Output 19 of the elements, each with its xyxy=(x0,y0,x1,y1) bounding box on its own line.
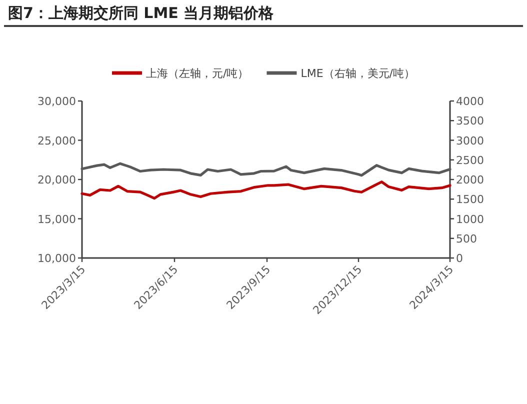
y2-tick-label: 1000 xyxy=(456,212,484,226)
y2-tick-label: 3500 xyxy=(456,114,484,128)
y2-tick-label: 2000 xyxy=(456,174,484,186)
legend-label: 上海（左轴，元/吨） xyxy=(146,67,249,80)
y2-tick-label: 4000 xyxy=(456,95,484,108)
y-tick-label: 10,000 xyxy=(38,252,76,265)
y2-tick-label: 1500 xyxy=(456,193,484,206)
y2-tick-label: 2500 xyxy=(456,154,484,167)
y2-tick-label: 500 xyxy=(456,232,477,246)
y2-tick-label: 3000 xyxy=(456,134,484,148)
chart-title: 图7：上海期交所同 LME 当月期铝价格 xyxy=(8,4,275,22)
y-tick-label: 20,000 xyxy=(38,174,76,186)
y-tick-label: 15,000 xyxy=(38,212,76,226)
y-tick-label: 30,000 xyxy=(38,95,76,108)
line-series xyxy=(80,180,452,200)
legend-label: LME（右轴，美元/吨） xyxy=(300,67,415,80)
y-tick-label: 25,000 xyxy=(38,134,76,148)
line-series xyxy=(80,162,452,177)
y2-tick-label: 0 xyxy=(456,252,463,265)
